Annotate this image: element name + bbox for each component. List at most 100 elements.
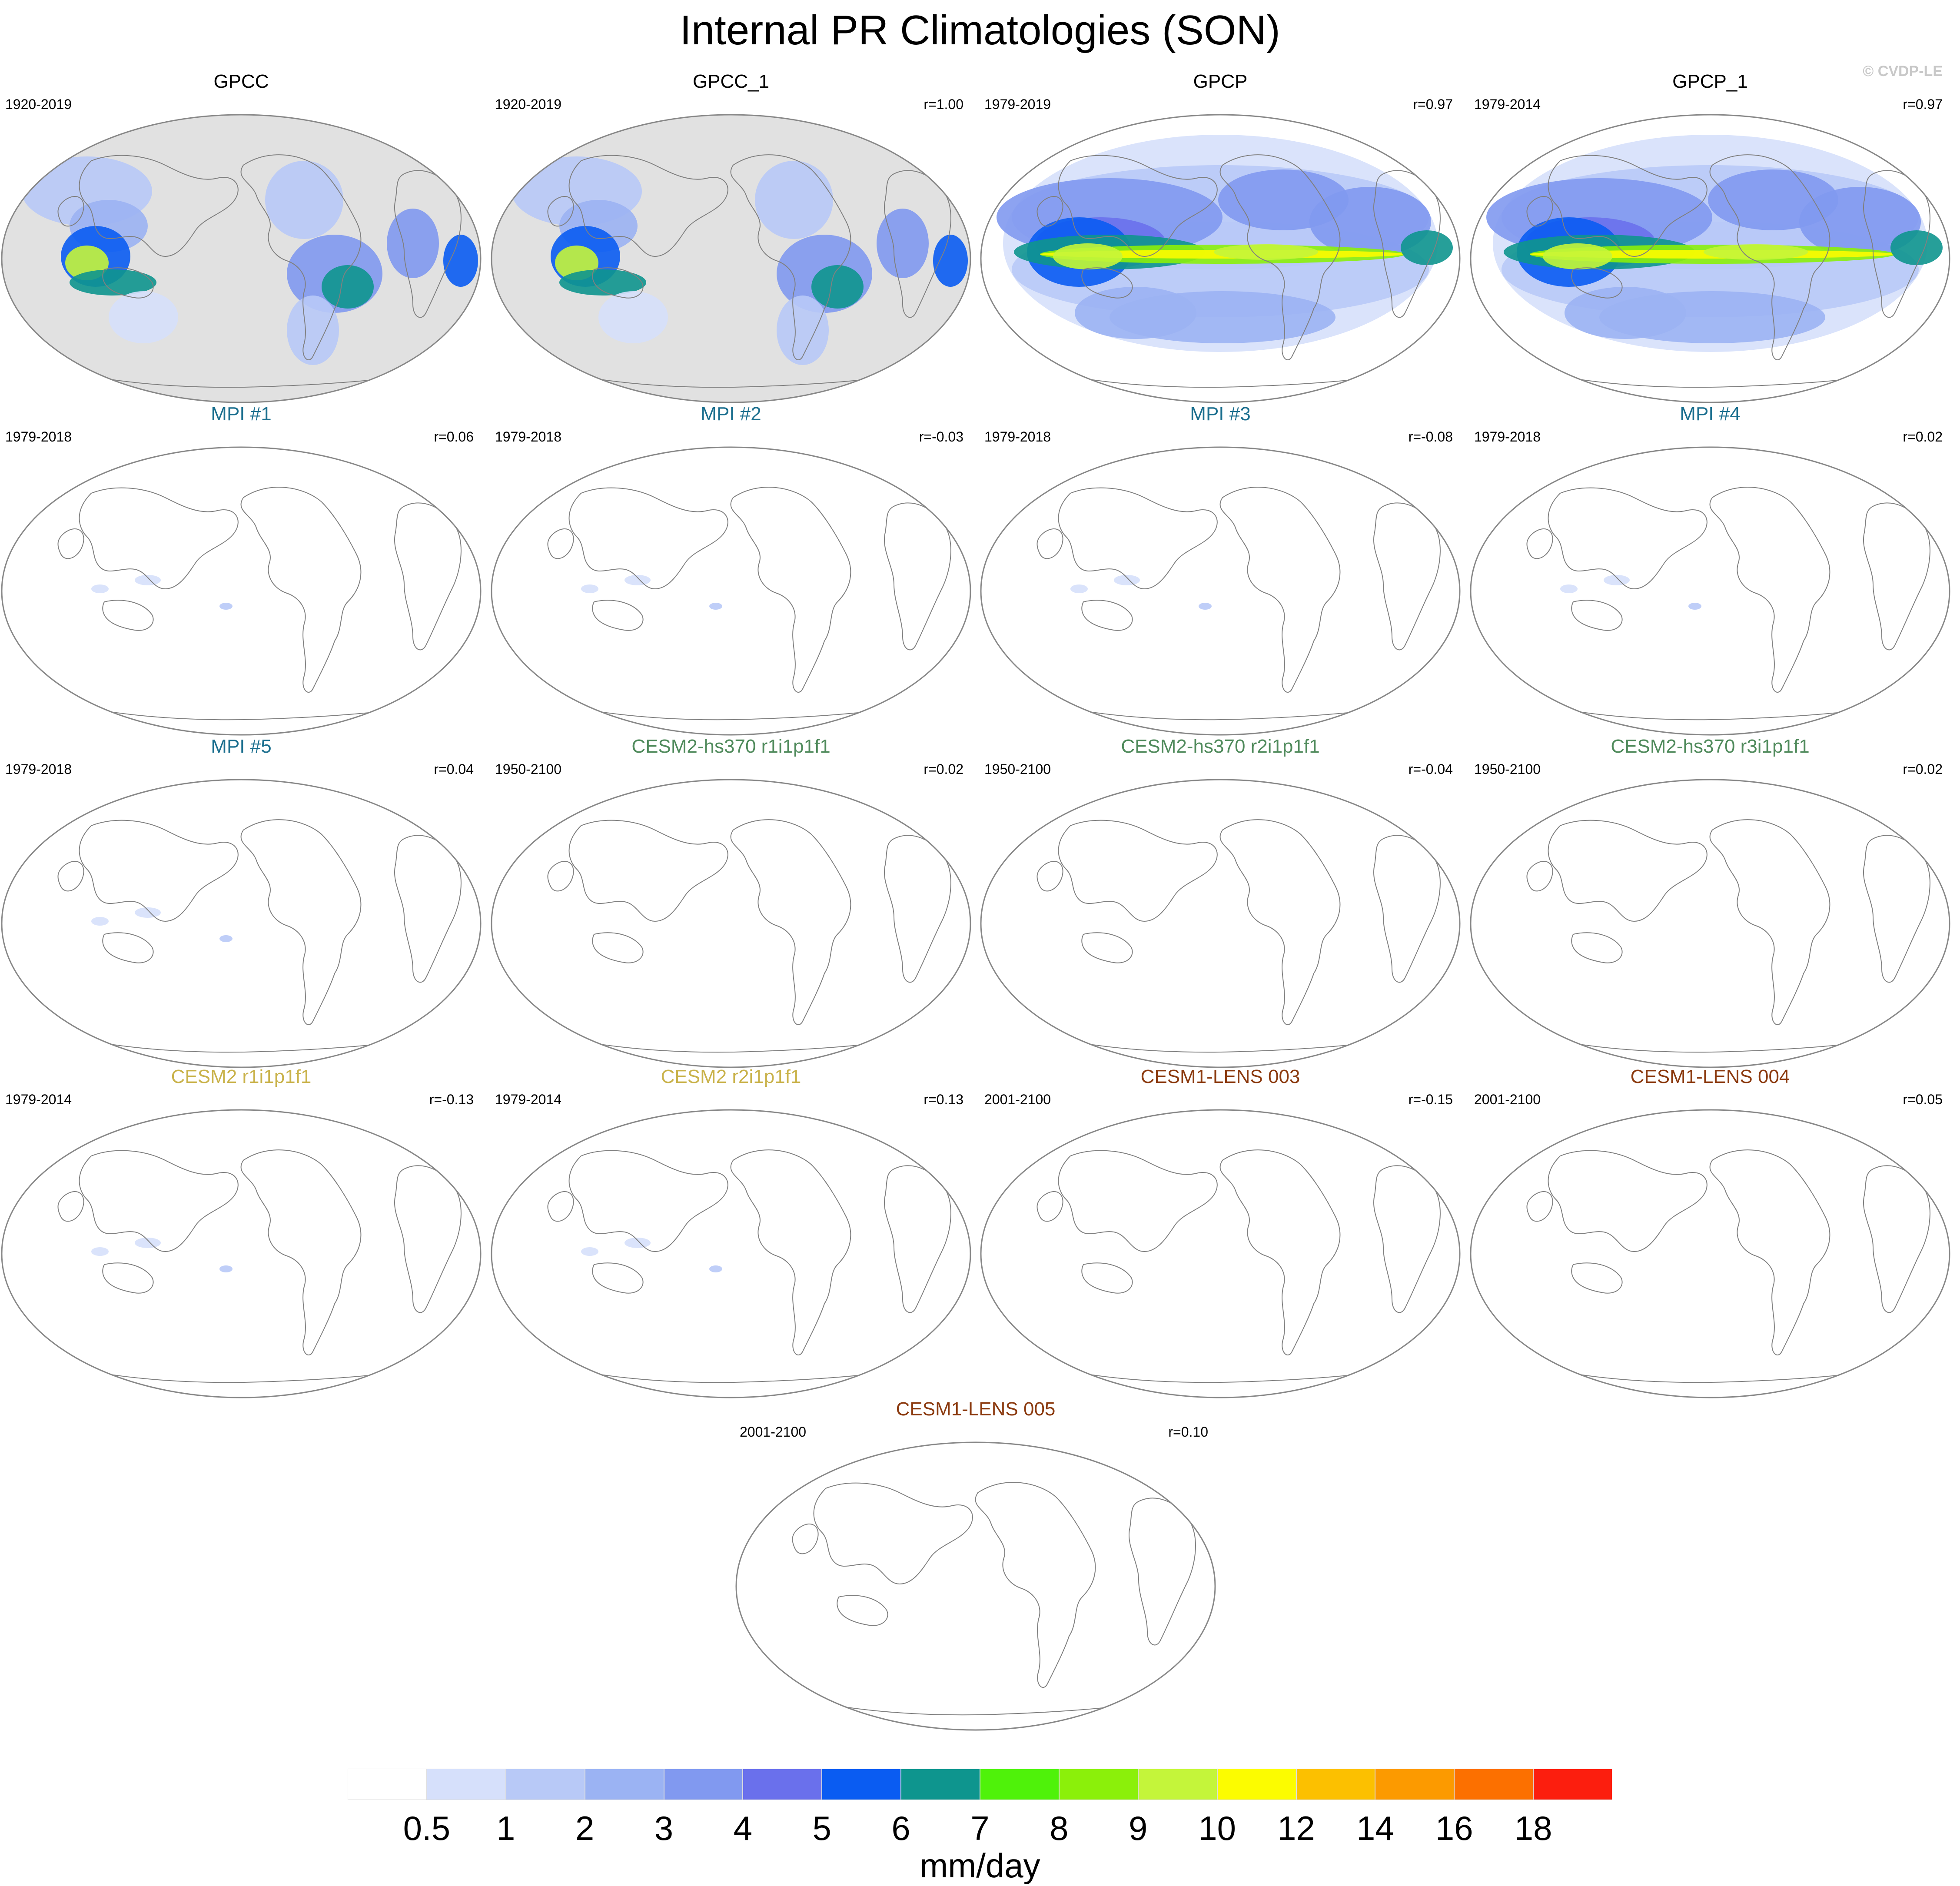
map-panel: CESM2-hs370 r3i1p1f1 1950-2100 r=0.02 <box>1469 734 1951 1069</box>
map-border <box>491 1109 971 1398</box>
map-border <box>1 779 482 1068</box>
coastline <box>547 528 574 559</box>
map-background <box>2 780 481 1067</box>
precip-contour <box>1688 603 1701 610</box>
precip-contour <box>1604 575 1630 585</box>
map-background <box>981 447 1460 735</box>
precip-contour <box>109 291 178 343</box>
coastline <box>730 154 851 360</box>
coastline <box>1571 600 1623 631</box>
map-border <box>491 114 971 403</box>
colorbar-tick-label: 6 <box>891 1809 910 1847</box>
panel-correlation: r=0.97 <box>1413 96 1453 112</box>
panel-correlation: r=-0.15 <box>1408 1092 1453 1107</box>
panel-correlation: r=0.05 <box>1903 1092 1943 1107</box>
map-panel: GPCC_1 1920-2019 r=1.00 <box>490 70 972 404</box>
panel-years: 1950-2100 <box>495 761 562 777</box>
colorbar-swatch <box>1375 1769 1455 1800</box>
colorbar-swatch <box>664 1769 743 1800</box>
precip-contour <box>625 575 651 585</box>
coastline <box>102 267 154 299</box>
coastline <box>1081 1262 1133 1294</box>
colorbar-swatch <box>1296 1769 1375 1800</box>
coastline <box>1526 196 1553 227</box>
map-panel: MPI #2 1979-2018 r=-0.03 <box>490 402 972 737</box>
colorbar-swatch <box>426 1769 506 1800</box>
coastline <box>57 528 84 559</box>
precip-contour <box>1401 230 1453 265</box>
colorbar-swatch <box>1217 1769 1296 1800</box>
coastline <box>1058 487 1218 590</box>
colorbar-swatch <box>980 1769 1059 1800</box>
colorbar-tick-label: 3 <box>654 1809 674 1847</box>
map-border <box>980 114 1461 403</box>
panel-title: MPI #3 <box>1190 403 1251 425</box>
map-background <box>1471 447 1950 735</box>
coastline <box>1709 487 1830 693</box>
coastline <box>57 860 84 892</box>
coastline <box>592 1262 644 1294</box>
map-panel: CESM2-hs370 r2i1p1f1 1950-2100 r=-0.04 <box>979 734 1462 1069</box>
panel-correlation: r=0.10 <box>1168 1424 1208 1440</box>
map-border <box>491 779 971 1068</box>
precip-contour <box>219 1265 233 1272</box>
panel-correlation: r=-0.08 <box>1408 429 1453 445</box>
precip-contour <box>1114 575 1140 585</box>
map-panel: MPI #4 1979-2018 r=0.02 <box>1469 402 1951 737</box>
coastline <box>730 1149 851 1355</box>
precip-contour <box>559 269 646 296</box>
precip-contour <box>135 907 161 918</box>
coastline <box>79 487 239 590</box>
coastline <box>730 819 851 1025</box>
panel-title: MPI #4 <box>1680 403 1741 425</box>
panel-title: MPI #1 <box>211 403 272 425</box>
precip-contour <box>135 1238 161 1248</box>
coastline <box>568 155 728 257</box>
colorbar-swatch <box>1138 1769 1217 1800</box>
map-border <box>980 446 1461 736</box>
precip-contour <box>581 1247 598 1256</box>
precip-contour <box>70 269 156 296</box>
map-border <box>1 446 482 736</box>
map-border <box>1470 779 1950 1068</box>
coastline <box>1219 154 1341 360</box>
panel-title: CESM2 r2i1p1f1 <box>661 1066 801 1087</box>
coastline <box>57 1191 84 1222</box>
map-panel: CESM1-LENS 004 2001-2100 r=0.05 <box>1469 1065 1951 1399</box>
panel-correlation: r=0.02 <box>924 761 963 777</box>
map-panel: CESM2 r2i1p1f1 1979-2014 r=0.13 <box>490 1065 972 1399</box>
coastline <box>568 820 728 922</box>
map-panel: MPI #1 1979-2018 r=0.06 <box>0 402 482 737</box>
precip-contour <box>287 296 339 365</box>
coastline <box>1036 1191 1063 1222</box>
world-map <box>491 1109 971 1398</box>
map-border <box>1470 114 1950 403</box>
precip-contour <box>1053 243 1123 269</box>
colorbar-tick-label: 8 <box>1050 1809 1069 1847</box>
colorbar-swatch <box>585 1769 664 1800</box>
coastline <box>1219 487 1341 693</box>
colorbar-tick-label: 16 <box>1435 1809 1473 1847</box>
map-border <box>491 446 971 736</box>
precip-contour <box>877 209 929 278</box>
coastline <box>79 820 239 922</box>
coastline <box>568 1150 728 1252</box>
precip-contour <box>1543 243 1612 269</box>
panel-years: 1979-2018 <box>5 429 72 445</box>
map-background <box>492 447 970 735</box>
colorbar-swatch <box>1059 1769 1138 1800</box>
precip-contour <box>625 1238 651 1248</box>
colorbar-tick-label: 10 <box>1198 1809 1236 1847</box>
world-map <box>980 1109 1461 1398</box>
colorbar-tick-label: 4 <box>733 1809 753 1847</box>
coastline <box>592 267 644 299</box>
precip-contour <box>322 265 374 309</box>
panel-title: GPCC_1 <box>692 71 770 92</box>
coastline <box>1709 1149 1830 1355</box>
map-panel: CESM2 r1i1p1f1 1979-2014 r=-0.13 <box>0 1065 482 1399</box>
colorbar-tick-label: 7 <box>970 1809 990 1847</box>
coastline <box>240 154 362 360</box>
coastline <box>1081 267 1133 299</box>
precip-contour <box>91 917 109 926</box>
coastline <box>547 196 574 227</box>
